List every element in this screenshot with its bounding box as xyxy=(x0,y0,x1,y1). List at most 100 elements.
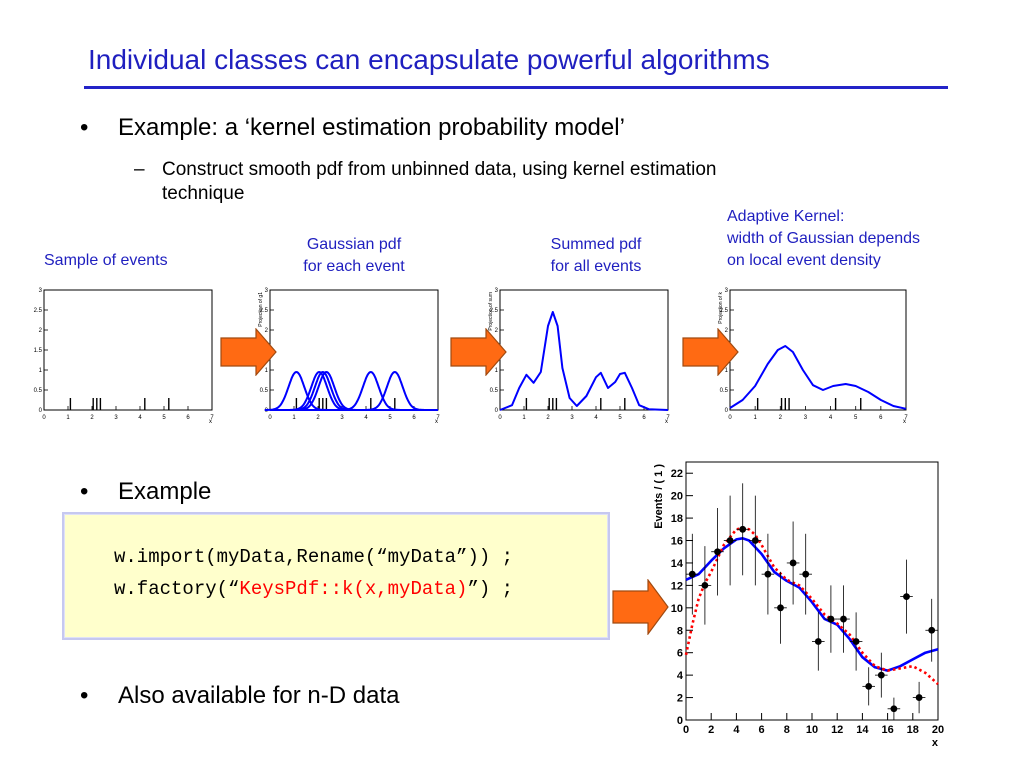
fit-curve xyxy=(685,537,939,672)
code-text: w.factory(“ xyxy=(114,578,240,600)
y-tick-label: 2.5 xyxy=(720,308,729,314)
x-tick-label: 18 xyxy=(907,724,919,736)
y-axis-label: Projection of g1 xyxy=(258,292,264,327)
y-tick-label: 0.5 xyxy=(720,388,729,394)
x-tick-label: 1 xyxy=(66,415,70,421)
panel-sample: 0 1 2 3 4 5 6 7 0 0.5 1 1.5 2 2.5 3 x xyxy=(34,288,215,425)
pdf-curve xyxy=(729,345,907,410)
y-tick-label: 0.5 xyxy=(34,388,43,394)
y-tick-label: 16 xyxy=(671,536,683,548)
y-tick-label: 1.5 xyxy=(34,348,43,354)
y-tick-label: 10 xyxy=(671,603,683,615)
y-tick-label: 2.5 xyxy=(490,308,499,314)
caption-line: Summed pdf xyxy=(550,236,642,253)
x-tick-label: 4 xyxy=(138,415,142,421)
x-tick-label: 7 xyxy=(666,415,670,421)
code-line-1: w.import(myData,Rename(“myData”)) ; xyxy=(114,546,514,568)
x-tick-label: 3 xyxy=(114,415,118,421)
y-tick-label: 3 xyxy=(725,288,729,294)
dashed-fit-curve xyxy=(684,526,939,686)
data-point xyxy=(789,559,797,567)
y-tick-label: 1 xyxy=(725,368,729,374)
plot-frame xyxy=(43,289,213,411)
x-tick-label: 2 xyxy=(546,415,550,421)
y-tick-label: 0 xyxy=(677,715,683,727)
caption-sample: Sample of events xyxy=(44,252,168,269)
x-tick-label: 3 xyxy=(340,415,344,421)
data-point xyxy=(764,570,772,578)
kernel-curve xyxy=(264,370,329,411)
plot-frame xyxy=(499,289,669,411)
y-tick-label: 1 xyxy=(495,368,499,374)
plot-frame xyxy=(729,289,907,411)
x-tick-label: 6 xyxy=(759,724,765,736)
y-tick-label: 0 xyxy=(725,408,729,414)
data-point xyxy=(865,682,873,690)
y-tick-label: 1 xyxy=(39,368,43,374)
caption-line: Adaptive Kernel: xyxy=(727,208,845,225)
x-tick-label: 5 xyxy=(618,415,622,421)
x-tick-label: 0 xyxy=(683,724,689,736)
x-tick-label: 12 xyxy=(831,724,843,736)
y-tick-label: 3 xyxy=(265,288,269,294)
kernel-curve xyxy=(339,370,403,411)
arrow-icon xyxy=(612,579,669,635)
x-axis-label: x xyxy=(903,419,906,425)
bullet-symbol: • xyxy=(80,478,89,505)
sub-bullet-line2: technique xyxy=(162,183,245,204)
data-point xyxy=(739,525,747,533)
caption-line: for each event xyxy=(303,258,405,275)
x-tick-label: 1 xyxy=(753,415,757,421)
data-point xyxy=(903,593,910,601)
x-tick-label: 16 xyxy=(881,724,893,736)
x-tick-label: 6 xyxy=(879,415,883,421)
x-tick-label: 10 xyxy=(806,724,818,736)
arrow-icon xyxy=(450,328,507,376)
pdf-curve xyxy=(499,311,669,411)
caption-adaptive: Adaptive Kernel: width of Gaussian depen… xyxy=(727,206,920,272)
x-tick-label: 0 xyxy=(728,415,732,421)
bullet-text: Also available for n-D data xyxy=(118,682,400,709)
x-tick-label: 2 xyxy=(90,415,94,421)
y-tick-label: 8 xyxy=(677,625,683,637)
data-point xyxy=(890,705,898,713)
x-tick-label: 4 xyxy=(733,724,740,736)
y-tick-label: 3 xyxy=(39,288,43,294)
x-tick-label: 1 xyxy=(522,415,526,421)
y-axis-label: Projection of sum xyxy=(488,292,494,331)
y-tick-label: 2 xyxy=(265,328,269,334)
bullet-example: • Example xyxy=(80,478,211,506)
code-highlight: KeysPdf::k(x,myData) xyxy=(239,578,468,600)
data-point xyxy=(827,615,835,623)
x-tick-label: 20 xyxy=(932,724,944,736)
bullet-nd-data: • Also available for n-D data xyxy=(80,682,400,710)
data-point xyxy=(928,626,936,634)
y-tick-label: 2.5 xyxy=(34,308,43,314)
bullet-symbol: • xyxy=(80,114,89,141)
data-point xyxy=(814,638,822,645)
x-tick-label: 4 xyxy=(829,415,833,421)
slide-title: Individual classes can encapsulate power… xyxy=(88,44,770,75)
x-tick-label: 5 xyxy=(388,415,392,421)
x-tick-label: 7 xyxy=(436,415,440,421)
y-tick-label: 1 xyxy=(265,368,269,374)
plot-frame xyxy=(685,461,939,721)
caption-line: on local event density xyxy=(727,252,881,269)
data-point xyxy=(688,570,696,578)
y-tick-label: 20 xyxy=(671,491,683,503)
data-point xyxy=(777,604,784,612)
code-text: ”) ; xyxy=(467,578,514,600)
x-tick-label: 5 xyxy=(854,415,858,421)
x-tick-label: 3 xyxy=(804,415,808,421)
sub-bullet: – Construct smooth pdf from unbinned dat… xyxy=(134,158,862,206)
y-axis-label: Events / ( 1 ) xyxy=(653,464,665,529)
x-tick-label: 6 xyxy=(412,415,416,421)
caption-gaussian: Gaussian pdf for each event xyxy=(276,234,432,278)
caption-line: for all events xyxy=(550,258,642,275)
y-tick-label: 4 xyxy=(677,670,684,682)
data-point xyxy=(701,581,709,589)
data-point xyxy=(852,638,860,645)
x-tick-label: 2 xyxy=(708,724,714,736)
